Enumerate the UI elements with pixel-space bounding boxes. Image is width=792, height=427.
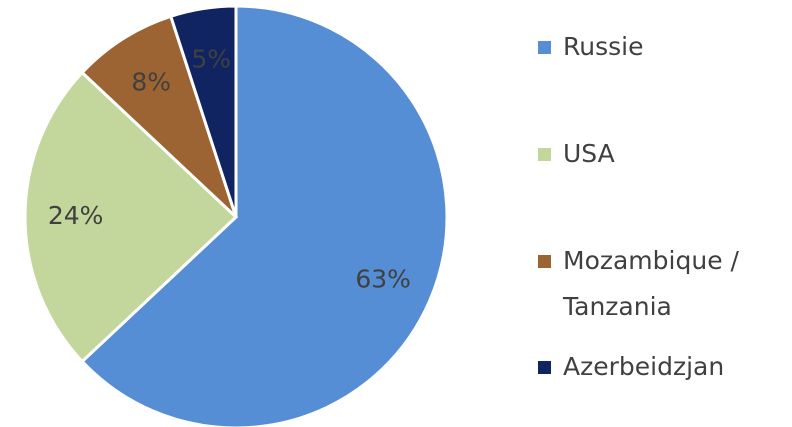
legend-swatch: [538, 361, 551, 374]
legend-entry: Russie: [538, 24, 763, 70]
legend-entry: Azerbeidzjan: [538, 344, 763, 390]
legend-label: USA: [563, 139, 615, 168]
pie-slice: [80, 4, 449, 427]
legend-swatch: [538, 41, 551, 54]
pie-slice: [23, 70, 239, 364]
legend-swatch: [538, 148, 551, 161]
legend-entry: USA: [538, 131, 763, 177]
legend-label: Mozambique / Tanzania: [563, 246, 739, 321]
data-label: 63%: [355, 265, 411, 294]
legend-entry: Mozambique / Tanzania: [538, 238, 763, 330]
data-label: 24%: [48, 201, 104, 230]
legend-label: Russie: [563, 32, 644, 61]
pie-slice: [168, 4, 238, 218]
pie-slice: [80, 14, 238, 219]
legend-swatch: [538, 255, 551, 268]
legend-label: Azerbeidzjan: [563, 352, 725, 381]
data-label: 8%: [131, 67, 171, 96]
data-label: 5%: [191, 45, 231, 74]
